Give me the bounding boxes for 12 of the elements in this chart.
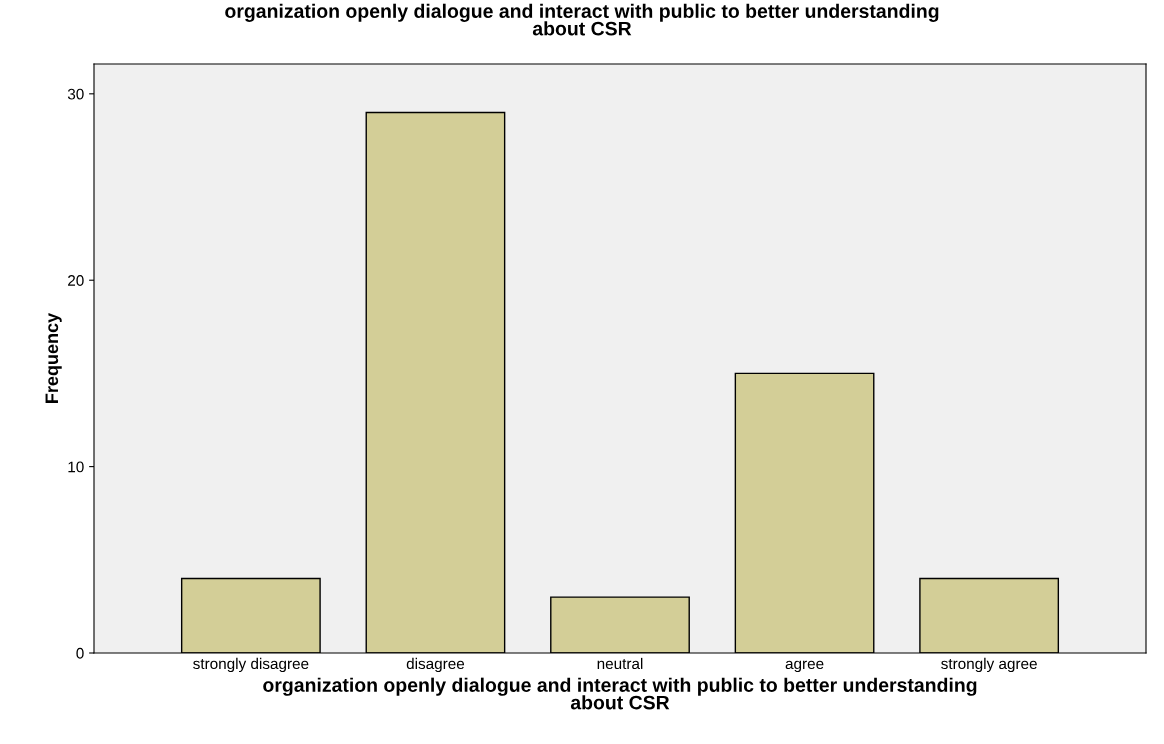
y-tick-label: 20 bbox=[68, 275, 84, 286]
x-axis-title: organization openly dialogue and interact with public to better understanding about CSR bbox=[263, 677, 977, 710]
x-tick-label: strongly agree bbox=[941, 657, 1037, 673]
y-tick-label: 10 bbox=[68, 461, 84, 473]
y-tick-label: 30 bbox=[67, 88, 84, 100]
x-tick-label: strongly disagree bbox=[193, 657, 309, 673]
chart-title: organization openly dialogue and interact with public to better understanding about CSR bbox=[225, 3, 939, 36]
y-tick-label: 0 bbox=[76, 647, 84, 659]
x-tick-label: disagree bbox=[406, 657, 465, 673]
x-tick-label: agree bbox=[785, 660, 824, 673]
y-axis-title: Frequency bbox=[45, 312, 62, 403]
x-tick-label: neutral bbox=[597, 657, 643, 670]
